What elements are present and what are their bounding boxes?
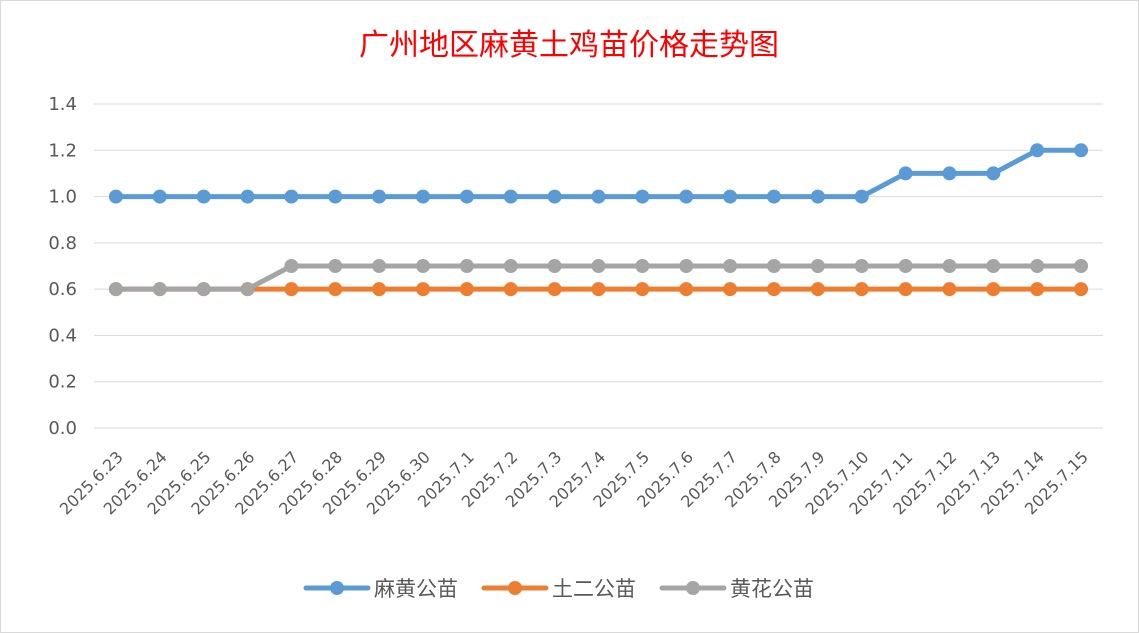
data-point [1074, 282, 1089, 297]
data-point [591, 259, 606, 273]
data-point [1074, 143, 1089, 158]
y-tick-label: 1.2 [48, 140, 77, 161]
data-point [328, 259, 343, 273]
y-tick-label: 1.4 [48, 94, 77, 115]
data-point [240, 282, 255, 297]
series-markers-1 [108, 143, 1089, 204]
legend-swatch-marker [330, 581, 344, 595]
y-tick-label: 0.6 [48, 279, 77, 300]
data-point [416, 282, 431, 297]
data-point [196, 282, 211, 297]
y-tick-label: 1.0 [48, 187, 77, 208]
data-point [503, 282, 518, 297]
data-point [372, 189, 387, 204]
data-point [503, 259, 518, 273]
data-point [635, 189, 650, 204]
data-point [284, 282, 299, 297]
data-point [1074, 259, 1089, 273]
data-point [986, 259, 1001, 273]
data-point [942, 166, 957, 181]
legend: 麻黄公苗 土二公苗 黄花公苗 [303, 577, 814, 601]
data-point [898, 259, 913, 273]
data-point [108, 282, 123, 297]
data-point [810, 189, 825, 204]
data-point [679, 189, 694, 204]
data-point [459, 282, 474, 297]
legend-label: 黄花公苗 [730, 577, 814, 601]
data-point [416, 259, 431, 273]
legend-swatch-marker [686, 581, 700, 595]
legend-item: 土二公苗 [481, 577, 636, 601]
data-point [328, 189, 343, 204]
data-point [854, 282, 869, 297]
data-point [152, 189, 167, 204]
data-point [152, 282, 167, 297]
data-point [547, 282, 562, 297]
data-point [1030, 259, 1045, 273]
data-point [372, 259, 387, 273]
data-point [328, 282, 343, 297]
data-point [1030, 282, 1045, 297]
data-point [459, 189, 474, 204]
data-point [723, 259, 738, 273]
data-point [635, 282, 650, 297]
data-point [986, 166, 1001, 181]
data-point [679, 282, 694, 297]
data-point [679, 259, 694, 273]
data-point [898, 282, 913, 297]
data-point [591, 189, 606, 204]
data-point [284, 259, 299, 273]
legend-swatch-marker [508, 581, 522, 595]
legend-label: 土二公苗 [552, 577, 636, 601]
data-point [372, 282, 387, 297]
data-point [810, 282, 825, 297]
data-point [766, 189, 781, 204]
data-point [459, 259, 474, 273]
data-point [766, 282, 781, 297]
data-point [810, 259, 825, 273]
data-point [942, 259, 957, 273]
data-point [898, 166, 913, 181]
data-point [108, 189, 123, 204]
data-point [766, 259, 781, 273]
legend-item: 黄花公苗 [659, 577, 814, 601]
y-tick-label: 0.0 [48, 418, 77, 439]
data-point [635, 259, 650, 273]
y-tick-label: 0.2 [48, 372, 77, 393]
y-tick-label: 0.4 [48, 325, 77, 346]
legend-label: 麻黄公苗 [374, 577, 458, 601]
data-point [986, 282, 1001, 297]
data-point [196, 189, 211, 204]
data-point [1030, 143, 1045, 158]
chart-title: 广州地区麻黄土鸡苗价格走势图 [359, 28, 779, 63]
data-point [547, 189, 562, 204]
data-point [503, 189, 518, 204]
data-point [854, 259, 869, 273]
data-point [547, 259, 562, 273]
data-point [723, 282, 738, 297]
data-point [723, 189, 738, 204]
series-markers-3 [108, 259, 1089, 297]
data-point [942, 282, 957, 297]
data-point [240, 189, 255, 204]
y-tick-label: 0.8 [48, 233, 77, 254]
data-point [284, 189, 299, 204]
data-point [854, 189, 869, 204]
data-point [416, 189, 431, 204]
data-point [591, 282, 606, 297]
legend-item: 麻黄公苗 [303, 577, 458, 601]
